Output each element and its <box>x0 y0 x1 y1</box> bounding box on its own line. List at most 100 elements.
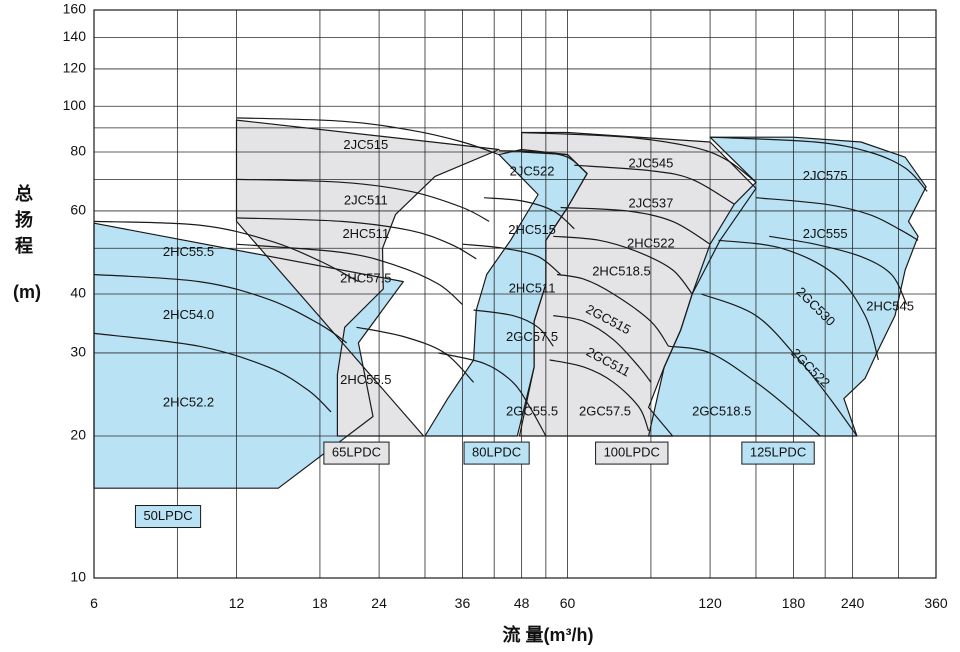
zone-fills <box>94 120 927 489</box>
y-tick-label: 10 <box>70 569 86 585</box>
curve-label-2hc518-5: 2HC518.5 <box>592 264 651 279</box>
curve-100lpdc-2gc57-5 <box>549 359 650 432</box>
curve-label-2hc522: 2HC522 <box>627 236 675 251</box>
zone-label-box <box>741 441 815 465</box>
curve-125lpdc-2gc530 <box>718 239 879 361</box>
y-axis-title: 总扬程 <box>15 183 33 256</box>
curve-80lpdc-2gc55-5 <box>438 352 547 437</box>
curve-125lpdc-2jc555 <box>755 197 919 241</box>
curve-label-2hc515: 2HC515 <box>508 222 556 237</box>
curve-65lpdc-2jc511 <box>236 178 490 222</box>
zone-label-box <box>323 441 390 465</box>
zone-label-125lpdc: 125LPDC <box>741 441 815 465</box>
x-tick-label: 240 <box>841 595 865 611</box>
y-tick-label: 160 <box>63 1 87 17</box>
zone-label-text: 125LPDC <box>750 445 806 460</box>
x-tick-label: 48 <box>514 595 530 611</box>
zone-label-box <box>463 441 530 465</box>
y-tick-label: 140 <box>63 28 87 44</box>
curve-50lpdc-2hc54-0 <box>93 273 348 344</box>
curve-labels: 2HC55.5 2HC54.0 2HC52.2 2JC515 2JC511 2HC511 2… <box>163 137 914 418</box>
curve-80lpdc-2hc515 <box>484 197 575 230</box>
zone-label-text: 100LPDC <box>604 445 660 460</box>
zone-label-text: 50LPDC <box>143 508 192 523</box>
curve-label-2jc575: 2JC575 <box>803 168 848 183</box>
curve-100lpdc-2gc515 <box>556 273 669 347</box>
curve-label-2hc55-5: 2HC55.5 <box>340 372 391 387</box>
curve-label-2jc545: 2JC545 <box>629 155 674 170</box>
y-tick-label: 40 <box>70 285 86 301</box>
curve-label-2hc54-0: 2HC54.0 <box>163 307 214 322</box>
y-tick-label: 80 <box>70 143 86 159</box>
plot-frame <box>93 9 937 579</box>
x-tick-label: 6 <box>90 595 98 611</box>
curve-125lpdc-2hc545 <box>769 235 908 305</box>
curve-label-2jc555: 2JC555 <box>803 226 848 241</box>
y-tick-label: 60 <box>70 202 86 218</box>
y-tick-label: 20 <box>70 427 86 443</box>
curve-label-2hc511: 2HC511 <box>342 226 389 241</box>
zone-label-text: 65LPDC <box>332 445 381 460</box>
curve-label-2gc518-5: 2GC518.5 <box>692 403 751 418</box>
curve-125lpdc-2gc518-5 <box>668 345 821 437</box>
curve-label-2hc52-2: 2HC52.2 <box>163 394 214 409</box>
x-tick-label: 360 <box>924 595 948 611</box>
curve-100lpdc-2gc511 <box>553 315 652 383</box>
curve-label-2hc511: 2HC511 <box>509 280 556 295</box>
zone-outline-65lpdc <box>235 119 500 437</box>
curve-label-2jc515: 2JC515 <box>343 137 388 152</box>
x-tick-label: 18 <box>312 595 328 611</box>
curve-125lpdc-2jc575 <box>710 136 928 192</box>
curve-100lpdc-2hc522 <box>560 206 711 245</box>
curve-label-2gc55-5: 2GC55.5 <box>506 403 558 418</box>
curve-label-2gc57-5: 2GC57.5 <box>506 329 558 344</box>
curve-100lpdc-2jc545 <box>521 131 757 183</box>
zone-fill-125lpdc <box>648 137 927 436</box>
curve-65lpdc-2hc57-5 <box>236 243 463 305</box>
curve-100lpdc-2jc537 <box>574 164 735 205</box>
performance-curves <box>93 117 928 437</box>
x-tick-label: 12 <box>229 595 245 611</box>
x-tick-label: 36 <box>455 595 471 611</box>
y-tick-label: 120 <box>63 60 87 76</box>
curve-80lpdc-2hc511 <box>462 243 561 275</box>
y-axis-unit: (m) <box>13 282 41 302</box>
curve-label-2gc57-5: 2GC57.5 <box>579 403 631 418</box>
curve-100lpdc-2hc518-5 <box>553 235 693 295</box>
curve-label-2jc537: 2JC537 <box>629 196 674 211</box>
curve-label-2hc55-5: 2HC55.5 <box>163 244 214 259</box>
zone-fill-65lpdc <box>236 120 499 436</box>
curve-65lpdc-2hc55-5 <box>356 326 475 383</box>
curve-50lpdc-2hc55-5 <box>93 220 359 283</box>
zone-label-text: 80LPDC <box>472 445 521 460</box>
x-tick-label: 180 <box>782 595 806 611</box>
zone-label-80lpdc: 80LPDC <box>463 441 530 465</box>
zone-label-box <box>595 441 669 465</box>
tick-labels: 6 12 18 24 36 48 60 120 180 240 360 10 20 30 40 60 80 100… <box>63 1 948 611</box>
curve-label-2jc511: 2JC511 <box>344 192 388 207</box>
x-tick-label: 24 <box>371 595 387 611</box>
curve-label-2jc522: 2JC522 <box>510 164 555 179</box>
zone-label-50lpdc: 50LPDC <box>134 505 202 529</box>
curve-125lpdc-2gc522 <box>701 293 858 437</box>
curve-label-2hc57-5: 2HC57.5 <box>340 271 391 286</box>
curve-80lpdc-2gc57-5 <box>473 309 554 347</box>
zone-fill-80lpdc <box>425 149 588 436</box>
x-tick-label: 120 <box>698 595 722 611</box>
curve-50lpdc-2hc52-2 <box>93 332 332 413</box>
zone-label-box <box>134 505 202 529</box>
curve-65lpdc-2hc511 <box>236 217 477 260</box>
axis-titles: 流 量(m³/h) 总扬程 (m) <box>13 183 593 645</box>
curve-65lpdc-2jc515 <box>236 117 500 156</box>
y-tick-label: 100 <box>63 97 87 113</box>
zone-label-65lpdc: 65LPDC <box>323 441 390 465</box>
curve-label-2hc545: 2HC545 <box>866 299 914 314</box>
zone-outline-125lpdc <box>647 136 927 437</box>
zone-label-100lpdc: 100LPDC <box>595 441 669 465</box>
zone-label-boxes: 50LPDC 65LPDC 80LPDC 100LPDC 125LPDC <box>134 441 815 529</box>
y-tick-label: 30 <box>70 344 86 360</box>
x-axis-title: 流 量(m³/h) <box>503 624 594 645</box>
x-tick-label: 60 <box>560 595 576 611</box>
